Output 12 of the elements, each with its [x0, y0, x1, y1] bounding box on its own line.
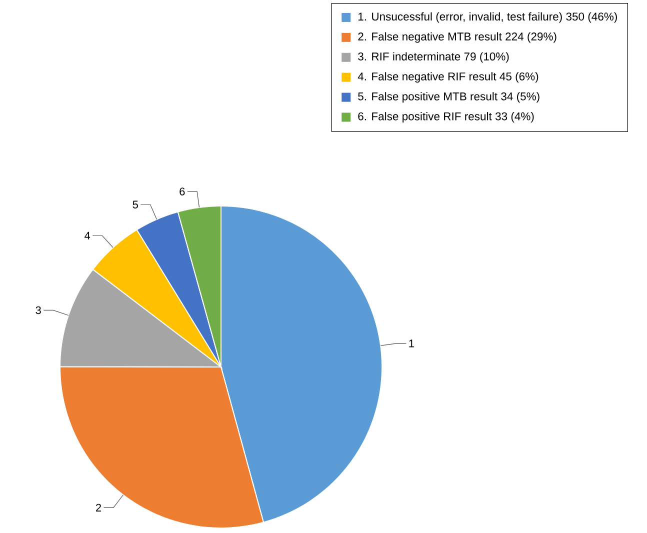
text: 4	[84, 232, 90, 240]
legend-label: 5. False positive MTB result 34 (5%)	[358, 92, 540, 103]
text: 1	[409, 340, 414, 348]
text: 5	[132, 200, 138, 208]
text: 2	[96, 504, 101, 512]
text: 6	[180, 188, 185, 196]
text: 3	[36, 306, 41, 314]
legend-label: 3. RIF indeterminate 79 (10%)	[358, 52, 509, 63]
legend-label: 1. Unsucessful (error, invalid, test failure) 350 (46%)	[358, 12, 617, 23]
legend-label: 4. False negative RIF result 45 (6%)	[358, 72, 538, 83]
legend-label: 6. False positive RIF result 33 (4%)	[358, 112, 534, 123]
legend-label: 2. False negative MTB result 224 (29%)	[358, 32, 556, 43]
